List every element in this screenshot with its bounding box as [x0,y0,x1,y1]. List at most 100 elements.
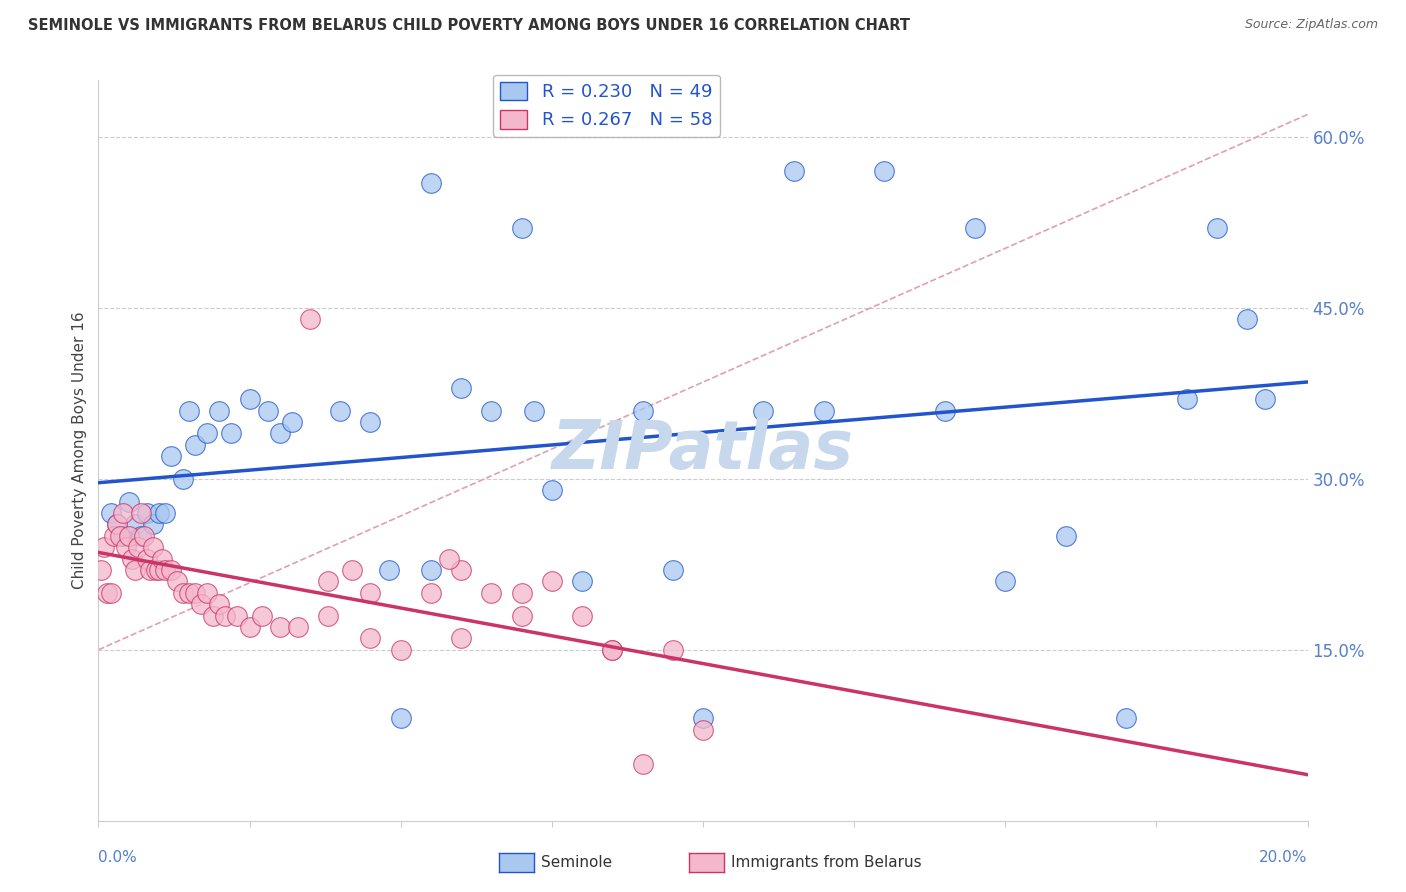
Point [571,608,593,623]
Point [179,403,201,417]
Text: Source: ZipAtlas.com: Source: ZipAtlas.com [1244,18,1378,31]
Point [208,597,231,611]
Point [166,574,188,589]
Point [148,563,170,577]
Point [195,586,218,600]
Point [129,529,152,543]
Point [540,574,562,589]
Point [752,403,775,417]
Point [329,403,352,417]
Legend: R = 0.230   N = 49, R = 0.267   N = 58: R = 0.230 N = 49, R = 0.267 N = 58 [494,75,720,136]
Point [692,711,714,725]
Point [299,312,322,326]
Point [450,632,472,646]
Point [661,642,683,657]
Point [239,620,262,634]
Point [172,586,194,600]
Point [256,403,278,417]
Point [481,403,503,417]
Point [631,403,654,417]
Point [631,756,654,771]
Point [1054,529,1077,543]
Point [450,563,472,577]
Point [540,483,562,498]
Point [281,415,304,429]
Point [118,494,141,508]
Point [145,563,167,577]
Point [377,563,399,577]
Point [287,620,309,634]
Point [481,586,503,600]
Point [571,574,593,589]
Point [129,506,152,520]
Text: SEMINOLE VS IMMIGRANTS FROM BELARUS CHILD POVERTY AMONG BOYS UNDER 16 CORRELATIO: SEMINOLE VS IMMIGRANTS FROM BELARUS CHIL… [28,18,910,33]
Text: Immigrants from Belarus: Immigrants from Belarus [731,855,922,870]
Point [316,608,339,623]
Point [142,541,165,555]
Point [602,642,624,657]
Point [934,403,956,417]
Point [510,221,533,235]
Point [142,517,165,532]
Point [132,529,155,543]
Point [172,472,194,486]
Point [269,426,291,441]
Point [90,563,112,577]
Point [108,529,131,543]
Point [103,529,125,543]
Point [389,711,412,725]
Point [692,723,714,737]
Point [1206,221,1229,235]
Point [114,541,136,555]
Point [127,541,149,555]
Point [994,574,1017,589]
Point [316,574,339,589]
Point [226,608,249,623]
Point [510,586,533,600]
Point [214,608,236,623]
Y-axis label: Child Poverty Among Boys Under 16: Child Poverty Among Boys Under 16 [72,311,87,590]
Point [111,506,134,520]
Point [160,563,183,577]
Point [208,403,231,417]
Point [96,586,118,600]
Point [450,381,472,395]
Point [389,642,412,657]
Point [160,449,183,463]
Text: ZIPatlas: ZIPatlas [553,417,853,483]
Point [221,426,243,441]
Point [1175,392,1198,407]
Point [420,563,443,577]
Point [523,403,546,417]
Point [437,551,460,566]
Point [239,392,262,407]
Point [100,586,122,600]
Point [190,597,212,611]
Point [153,563,176,577]
Point [360,632,382,646]
Point [105,517,128,532]
Point [1236,312,1258,326]
Point [135,551,157,566]
Point [148,506,170,520]
Point [250,608,273,623]
Point [510,608,533,623]
Point [153,506,176,520]
Point [202,608,225,623]
Point [813,403,835,417]
Text: 0.0%: 0.0% [98,850,138,865]
Point [179,586,201,600]
Point [783,164,806,178]
Point [105,517,128,532]
Point [150,551,173,566]
Point [1254,392,1277,407]
Point [873,164,896,178]
Point [1115,711,1137,725]
Point [195,426,218,441]
Point [360,415,382,429]
Point [184,438,207,452]
Point [342,563,364,577]
Point [139,563,162,577]
Point [420,176,443,190]
Point [965,221,987,235]
